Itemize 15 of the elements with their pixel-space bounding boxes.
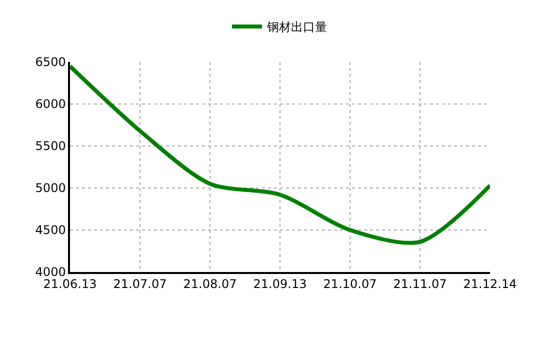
y-tick-label: 4000 (35, 265, 66, 280)
y-tick-label: 5500 (35, 139, 66, 154)
y-tick-label: 5000 (35, 181, 66, 196)
x-tick-label: 21.12.14 (463, 277, 517, 292)
line-series (70, 64, 490, 245)
x-tick-label: 21.07.07 (113, 277, 167, 292)
x-tick-label: 21.06.13 (43, 277, 97, 292)
y-tick-label: 6000 (35, 97, 66, 112)
x-tick-label: 21.10.07 (323, 277, 377, 292)
x-tick-label: 21.09.13 (253, 277, 307, 292)
x-tick-label: 21.11.07 (393, 277, 447, 292)
x-tick-label: 21.08.07 (183, 277, 237, 292)
legend-label: 钢材出口量 (266, 20, 327, 34)
y-tick-label: 4500 (35, 223, 66, 238)
y-tick-label: 6500 (35, 55, 66, 70)
